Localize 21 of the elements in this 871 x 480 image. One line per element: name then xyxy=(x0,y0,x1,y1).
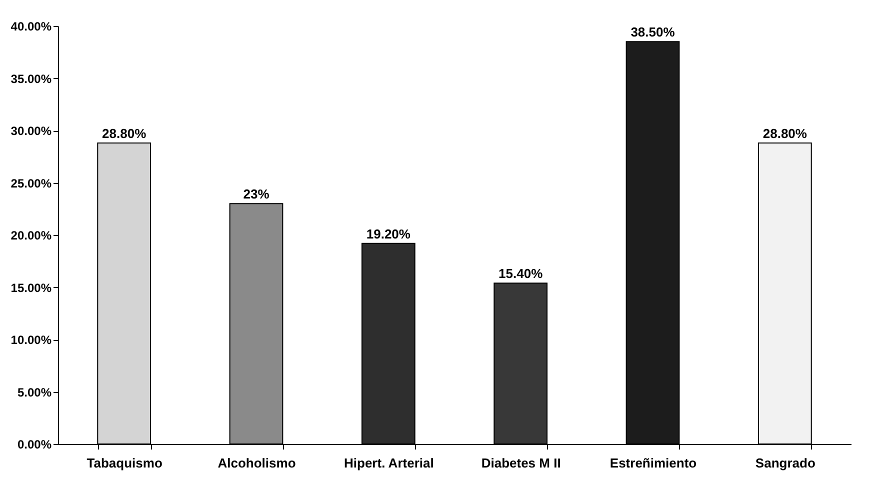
x-tick-label: Estreñimiento xyxy=(610,456,697,470)
data-label: 38.50% xyxy=(630,24,676,40)
data-label: 15.40% xyxy=(498,266,544,282)
y-tick-label: 5.00% xyxy=(17,385,52,400)
data-label: 23% xyxy=(243,186,270,202)
x-tick-label: Diabetes M II xyxy=(481,456,561,470)
y-tick-label: 20.00% xyxy=(10,228,52,242)
data-label: 19.20% xyxy=(366,226,411,242)
y-tick-label: 10.00% xyxy=(10,333,52,347)
y-tick-label: 25.00% xyxy=(10,176,52,190)
data-label: 28.80% xyxy=(102,126,147,142)
data-label: 28.80% xyxy=(762,126,808,142)
x-tick-label: Alcoholismo xyxy=(218,456,296,470)
x-tick-label: Tabaquismo xyxy=(86,456,162,470)
y-tick-label: 0.00% xyxy=(17,438,52,452)
y-tick-label: 40.00% xyxy=(10,20,52,34)
y-tick-label: 30.00% xyxy=(10,124,52,138)
y-tick-label: 15.00% xyxy=(10,280,52,295)
x-tick-label: Hipert. Arterial xyxy=(344,456,434,470)
x-tick-label: Sangrado xyxy=(755,456,816,470)
y-tick-label: 35.00% xyxy=(10,72,52,86)
